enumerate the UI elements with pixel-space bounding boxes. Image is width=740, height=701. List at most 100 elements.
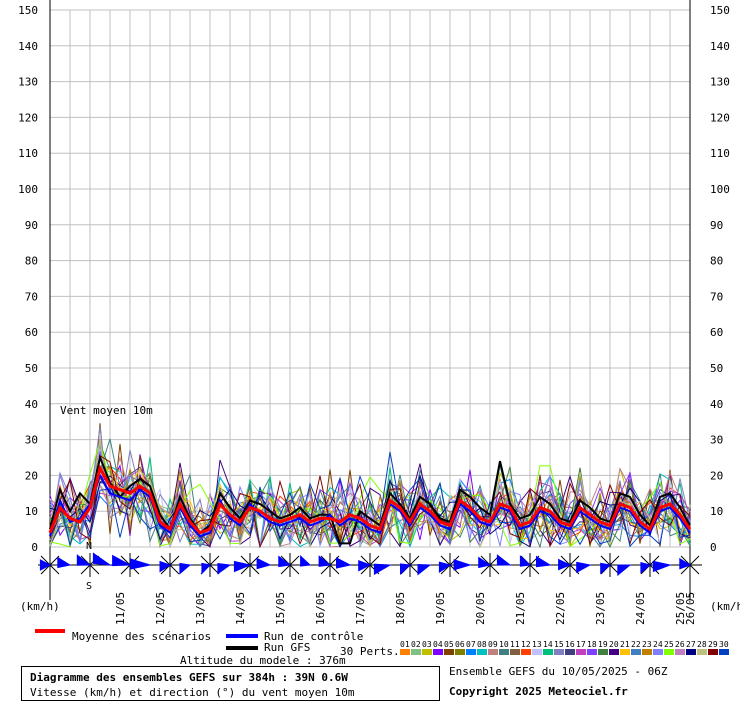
pert-legend-number: 08 [477, 640, 487, 649]
y-tick-label: 30 [25, 434, 38, 447]
pert-legend-number: 20 [609, 640, 619, 649]
legend-perts-label: 30 Perts. [340, 645, 400, 658]
y-axis-right: 0 10 20 30 40 50 60 70 80 90 100 110 120 130 140 150 [710, 4, 730, 554]
pert-legend-swatch [532, 649, 542, 655]
wind-direction-glyph [400, 563, 412, 576]
pert-legend-swatch [477, 649, 487, 655]
y-tick-label: 110 [18, 147, 38, 160]
pert-legend-number: 27 [686, 640, 696, 649]
series-line-2 [49, 454, 691, 545]
pert-legend-swatch [587, 649, 597, 655]
pert-legend-number: 11 [510, 640, 520, 649]
wind-direction-glyph [278, 555, 292, 568]
y-tick-label: 90 [25, 219, 38, 232]
y-tick-label-right: 130 [710, 76, 730, 89]
pert-legend-number: 22 [631, 640, 641, 649]
y-tick-label: 80 [25, 255, 38, 268]
wind-direction-glyph [652, 560, 672, 573]
pert-legend-swatch [543, 649, 553, 655]
x-tick-label: 21/05 [514, 592, 527, 625]
y-tick-label-right: 120 [710, 111, 730, 124]
y-tick-label-right: 70 [710, 290, 723, 303]
x-tick-label: 17/05 [354, 592, 367, 625]
wind-direction-glyph [679, 557, 692, 570]
x-tick-label: 23/05 [594, 592, 607, 625]
pert-legend-number: 15 [554, 640, 564, 649]
wind-direction-glyph [600, 562, 612, 575]
pert-legend-swatch [708, 649, 718, 655]
pert-legend-swatch [675, 649, 685, 655]
x-tick-label: 22/05 [554, 592, 567, 625]
y-tick-label: 140 [18, 40, 38, 53]
wind-direction-glyph [318, 555, 332, 567]
wind-direction-glyph [336, 557, 352, 569]
pert-legend-number: 16 [565, 640, 575, 649]
chart-subtitle: Vitesse (km/h) et direction (°) du vent … [30, 686, 355, 699]
y-tick-label-right: 150 [710, 4, 730, 17]
y-tick-label-right: 60 [710, 326, 723, 339]
legend-control-swatch [226, 634, 258, 638]
altitude-text: Altitude du modele : 376m [180, 654, 346, 667]
x-tick-label: 13/05 [194, 592, 207, 625]
pert-legend-swatch [719, 649, 729, 655]
pert-legend-swatch [521, 649, 531, 655]
pert-legend-swatch [664, 649, 674, 655]
pert-legend-number: 10 [499, 640, 509, 649]
wind-direction-glyph [617, 564, 632, 577]
pert-legend-swatch [400, 649, 410, 655]
pert-legend-number: 21 [620, 640, 630, 649]
wind-direction-glyph [496, 554, 512, 566]
wind-direction-glyph [233, 560, 252, 573]
pert-legend-swatch [499, 649, 509, 655]
legend-gfs-label: Run GFS [264, 641, 311, 654]
wind-direction-glyph [300, 554, 312, 567]
pert-legend-swatch [686, 649, 696, 655]
wind-direction-glyph [39, 559, 52, 571]
south-label: S [86, 581, 92, 592]
main-series-lines [48, 454, 692, 545]
wind-direction-glyph [201, 562, 211, 575]
pert-legend-swatch [697, 649, 707, 655]
pert-legend-number: 14 [543, 640, 553, 649]
pert-legend-number: 26 [675, 640, 685, 649]
pert-legend-number: 17 [576, 640, 586, 649]
north-label: N [86, 541, 92, 552]
y-tick-label-right: 10 [710, 505, 723, 518]
wind-direction-glyph [536, 555, 552, 568]
pert-legend-number: 25 [664, 640, 674, 649]
pert-legend-number: 02 [411, 640, 421, 649]
pert-legend-swatch [554, 649, 564, 655]
inner-chart-label: Vent moyen 10m [60, 404, 153, 417]
pert-legend-number: 12 [521, 640, 531, 649]
y-tick-label: 50 [25, 362, 38, 375]
y-axis-unit-left: (km/h) [20, 600, 60, 613]
pert-legend-swatch [653, 649, 663, 655]
y-tick-label-right: 0 [710, 541, 717, 554]
y-tick-label-right: 40 [710, 398, 723, 411]
y-tick-label-right: 90 [710, 219, 723, 232]
y-tick-label: 0 [31, 541, 38, 554]
pert-legend-number: 19 [598, 640, 608, 649]
pert-legend-swatch [642, 649, 652, 655]
copyright-text: Copyright 2025 Meteociel.fr [449, 685, 628, 698]
y-tick-label: 120 [18, 111, 38, 124]
legend-gfs-swatch [226, 646, 258, 650]
pert-legend-swatch [455, 649, 465, 655]
pert-legend-swatch [488, 649, 498, 655]
y-tick-label-right: 110 [710, 147, 730, 160]
wind-direction-glyph [453, 559, 472, 571]
y-tick-label-right: 100 [710, 183, 730, 196]
pert-legend-number: 30 [719, 640, 729, 649]
pert-legend-swatch [422, 649, 432, 655]
legend-mean-label: Moyenne des scénarios [72, 630, 212, 643]
pert-legend-number: 09 [488, 640, 498, 649]
y-tick-label-right: 140 [710, 40, 730, 53]
wind-direction-glyph [640, 561, 652, 574]
wind-direction-glyph [159, 560, 172, 573]
wind-direction-glyph [438, 561, 452, 574]
y-tick-label-right: 80 [710, 255, 723, 268]
y-tick-label: 70 [25, 290, 38, 303]
pert-legend-number: 07 [466, 640, 476, 649]
pert-legend-swatch [433, 649, 443, 655]
